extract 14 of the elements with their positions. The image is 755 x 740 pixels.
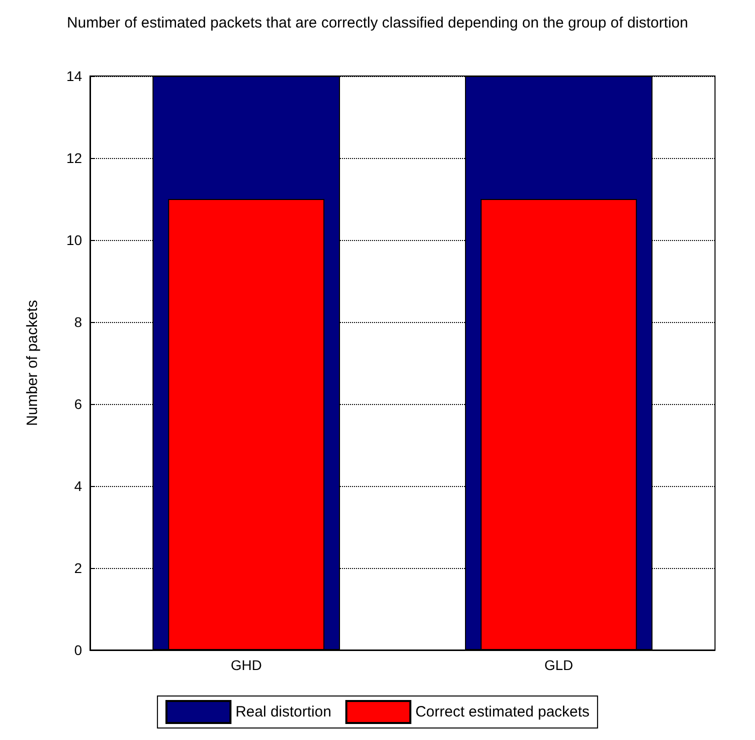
y-tick-label: 12 xyxy=(66,150,82,166)
y-tick-label: 8 xyxy=(74,314,82,330)
y-tick-label: 0 xyxy=(74,642,82,658)
x-tick-label: GHD xyxy=(230,657,262,673)
y-tick-label: 4 xyxy=(74,478,82,494)
x-tick-label: GLD xyxy=(544,657,574,673)
legend-label: Correct estimated packets xyxy=(415,704,590,720)
chart-title: Number of estimated packets that are correctly classified depending on the group of distortion xyxy=(66,14,688,32)
y-tick-label: 10 xyxy=(66,232,82,248)
y-tick-label: 6 xyxy=(74,396,82,412)
y-tick-label: 2 xyxy=(74,560,82,576)
y-axis-title: Number of packets xyxy=(24,300,41,426)
y-tick-label: 14 xyxy=(66,68,82,84)
legend-label: Real distortion xyxy=(235,704,332,720)
